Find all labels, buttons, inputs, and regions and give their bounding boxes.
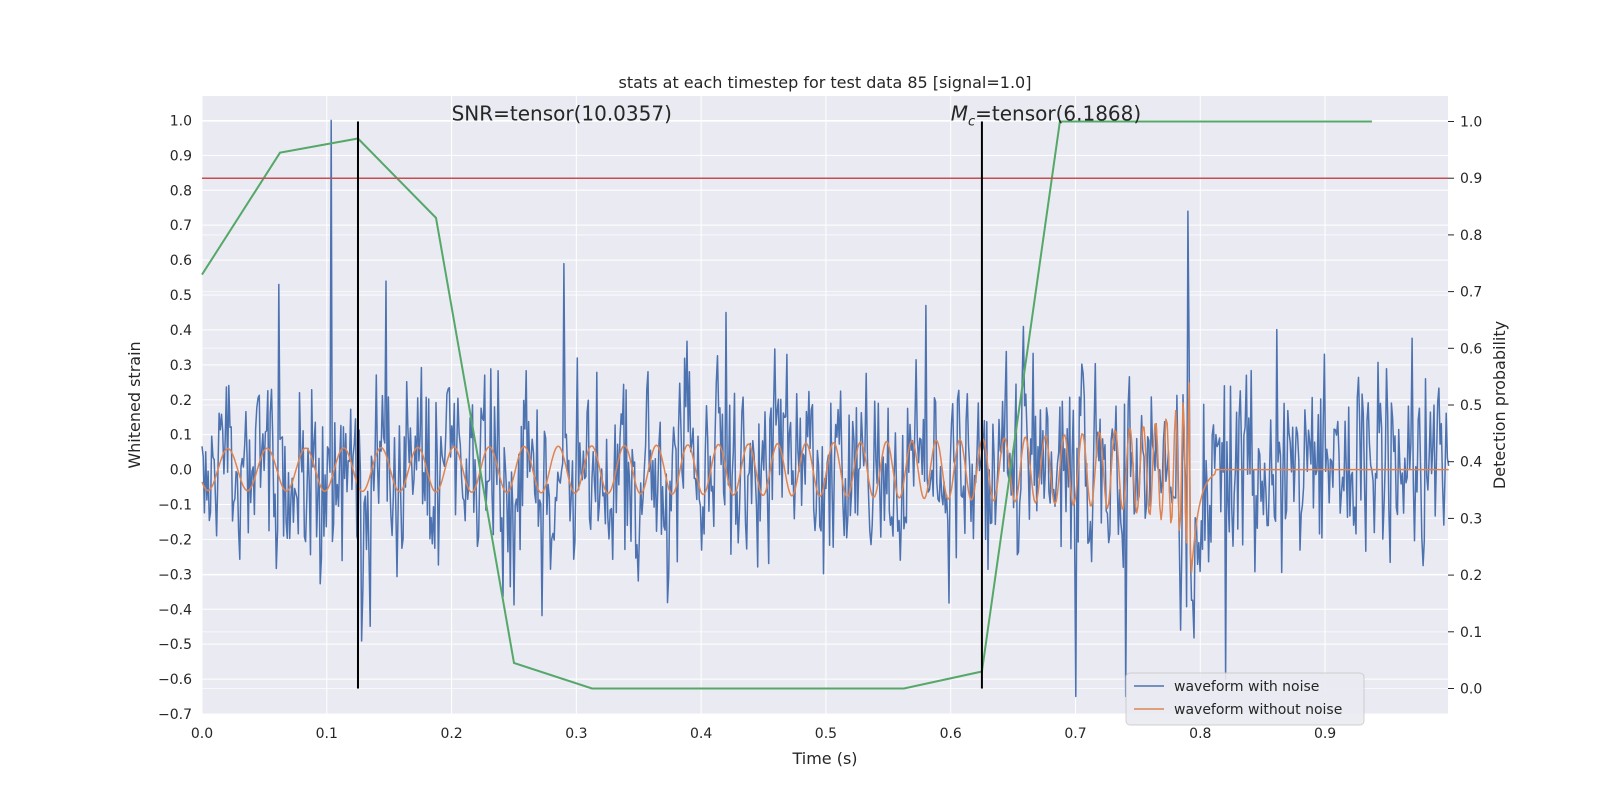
- mc-symbol: M: [951, 102, 968, 126]
- y2-axis-label: Detection probability: [1490, 321, 1509, 489]
- y2-tick-label: 0.9: [1460, 171, 1482, 187]
- x-tick-label: 0.2: [440, 726, 462, 742]
- y-tick-label: 1.0: [170, 113, 192, 129]
- y2-tick-label: 0.0: [1460, 681, 1482, 697]
- y2-tick-label: 0.5: [1460, 398, 1482, 414]
- y-tick-label: −0.1: [158, 498, 192, 514]
- legend-label-noise: waveform with noise: [1174, 679, 1319, 695]
- series-waveform-with-noise: [201, 119, 1450, 698]
- x-axis-ticks: 0.0 0.1 0.2 0.3 0.4 0.5 0.6 0.7 0.8 0.9: [191, 726, 1336, 742]
- y2-tick-label: 0.2: [1460, 568, 1482, 584]
- legend-label-clean: waveform without noise: [1174, 702, 1342, 718]
- x-axis-label: Time (s): [791, 749, 857, 768]
- y-tick-label: −0.7: [158, 707, 192, 723]
- y-tick-label: −0.4: [158, 602, 192, 618]
- clean-line: [201, 382, 1449, 574]
- x-tick-label: 0.9: [1314, 726, 1336, 742]
- y2-tick-label: 0.4: [1460, 455, 1482, 471]
- legend: waveform with noise waveform without noi…: [1125, 672, 1365, 726]
- y-tick-label: 0.8: [170, 183, 192, 199]
- legend-box: [1125, 672, 1365, 726]
- chart-title: stats at each timestep for test data 85 …: [619, 73, 1032, 92]
- y-axis-label: Whitened strain: [125, 341, 144, 468]
- y-tick-label: 0.0: [170, 463, 192, 479]
- noise-line: [201, 119, 1450, 698]
- y-tick-label: −0.3: [158, 567, 192, 583]
- y-tick-label: −0.5: [158, 637, 192, 653]
- y-tick-label: 0.1: [170, 428, 192, 444]
- snr-annotation: SNR=tensor(10.0357): [452, 102, 672, 126]
- mc-value: =tensor(6.1868): [975, 102, 1141, 126]
- y-tick-label: −0.2: [158, 532, 192, 548]
- x-tick-label: 0.8: [1189, 726, 1211, 742]
- mc-subscript: c: [968, 115, 975, 130]
- y2-tick-label: 0.8: [1460, 228, 1482, 244]
- x-tick-label: 0.5: [815, 726, 837, 742]
- x-tick-label: 0.3: [565, 726, 587, 742]
- y-tick-label: 0.2: [170, 393, 192, 409]
- y2-tick-label: 0.6: [1460, 341, 1482, 357]
- y2-tick-label: 1.0: [1460, 115, 1482, 131]
- y-axis-ticks: −0.7 −0.6 −0.5 −0.4 −0.3 −0.2 −0.1 0.0 0.1 0.2 0.3…: [158, 113, 192, 723]
- y-tick-label: 0.3: [170, 358, 192, 374]
- y-tick-label: 0.9: [170, 148, 192, 164]
- mc-annotation: Mc=tensor(6.1868): [951, 102, 1141, 130]
- y2-axis-ticks: 0.0 0.1 0.2 0.3 0.4 0.5 0.6 0.7 0.8 0.9 1.0: [1448, 115, 1482, 697]
- y2-tick-label: 0.3: [1460, 511, 1482, 527]
- series-waveform-without-noise: [201, 382, 1449, 574]
- y-tick-label: 0.4: [170, 323, 192, 339]
- y2-tick-label: 0.1: [1460, 625, 1482, 641]
- x-tick-label: 0.7: [1064, 726, 1086, 742]
- x-tick-label: 0.6: [940, 726, 962, 742]
- x-tick-label: 0.4: [690, 726, 712, 742]
- overlays: [202, 121, 1448, 689]
- y-tick-label: 0.7: [170, 218, 192, 234]
- y2-tick-label: 0.7: [1460, 285, 1482, 301]
- x-tick-label: 0.1: [316, 726, 338, 742]
- x-tick-label: 0.0: [191, 726, 213, 742]
- y-tick-label: 0.6: [170, 253, 192, 269]
- y-tick-label: −0.6: [158, 672, 192, 688]
- y-tick-label: 0.5: [170, 288, 192, 304]
